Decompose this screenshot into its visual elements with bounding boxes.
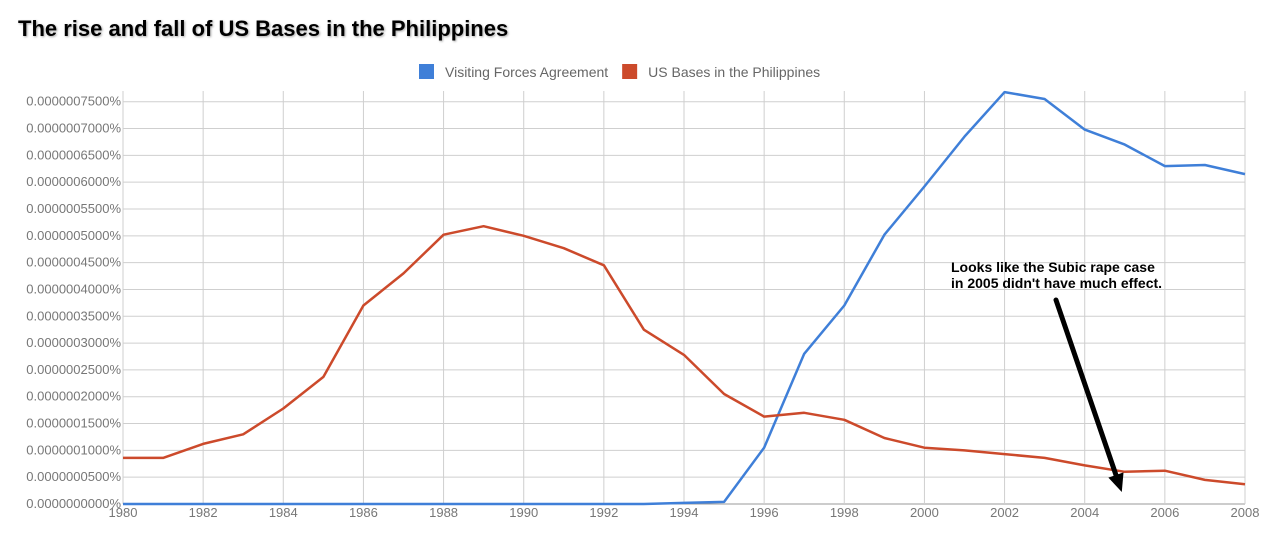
legend: Visiting Forces Agreement US Bases in the…	[419, 64, 820, 80]
y-axis: 0.0000000000% 0.0000000500% 0.0000001000% 0…	[26, 94, 121, 511]
x-tick-label: 2008	[1231, 505, 1260, 520]
y-tick-label: 0.0000003000%	[26, 335, 121, 350]
x-tick-label: 2002	[990, 505, 1019, 520]
x-tick-label: 1998	[830, 505, 859, 520]
x-tick-label: 1994	[670, 505, 699, 520]
x-tick-label: 1980	[109, 505, 138, 520]
y-tick-label: 0.0000003500%	[26, 308, 121, 323]
y-tick-label: 0.0000004000%	[26, 281, 121, 296]
x-tick-label: 2000	[910, 505, 939, 520]
x-axis: 1980 1982 1984 1986 1988 1990 1992 1994 1996 1998…	[109, 505, 1260, 520]
x-tick-label: 1982	[189, 505, 218, 520]
y-tick-label: 0.0000000000%	[26, 496, 121, 511]
x-tick-label: 1984	[269, 505, 298, 520]
chart-title: The rise and fall of US Bases in the Phi…	[18, 16, 509, 41]
y-tick-label: 0.0000001000%	[26, 442, 121, 457]
y-tick-label: 0.0000005000%	[26, 228, 121, 243]
annotation-text-line: Looks like the Subic rape case	[951, 259, 1155, 275]
x-tick-label: 1986	[349, 505, 378, 520]
x-tick-label: 1988	[429, 505, 458, 520]
series-lines	[123, 90, 1246, 506]
annotation-text-line: in 2005 didn't have much effect.	[951, 275, 1162, 291]
series-line-2	[123, 224, 1246, 486]
grid-lines	[122, 91, 1246, 505]
y-tick-label: 0.0000002500%	[26, 362, 121, 377]
legend-label-1: Visiting Forces Agreement	[445, 64, 608, 80]
y-tick-label: 0.0000007000%	[26, 121, 121, 136]
x-tick-label: 2006	[1150, 505, 1179, 520]
y-tick-label: 0.0000005500%	[26, 201, 121, 216]
legend-swatch-1	[419, 64, 434, 79]
annotation-arrow-head	[1108, 472, 1124, 492]
annotation-arrow-shaft	[1053, 297, 1119, 478]
y-tick-label: 0.0000006000%	[26, 174, 121, 189]
x-tick-label: 1992	[589, 505, 618, 520]
legend-swatch-2	[622, 64, 638, 79]
x-tick-label: 1990	[509, 505, 538, 520]
legend-label-2: US Bases in the Philippines	[648, 64, 820, 80]
y-tick-label: 0.0000004500%	[26, 255, 121, 270]
x-tick-label: 1996	[750, 505, 779, 520]
x-tick-label: 2004	[1070, 505, 1099, 520]
y-tick-label: 0.0000002000%	[26, 389, 121, 404]
series-line-1	[123, 90, 1246, 506]
y-tick-label: 0.0000007500%	[26, 94, 121, 109]
y-tick-label: 0.0000000500%	[26, 469, 121, 484]
y-tick-label: 0.0000001500%	[26, 416, 121, 431]
y-tick-label: 0.0000006500%	[26, 147, 121, 162]
